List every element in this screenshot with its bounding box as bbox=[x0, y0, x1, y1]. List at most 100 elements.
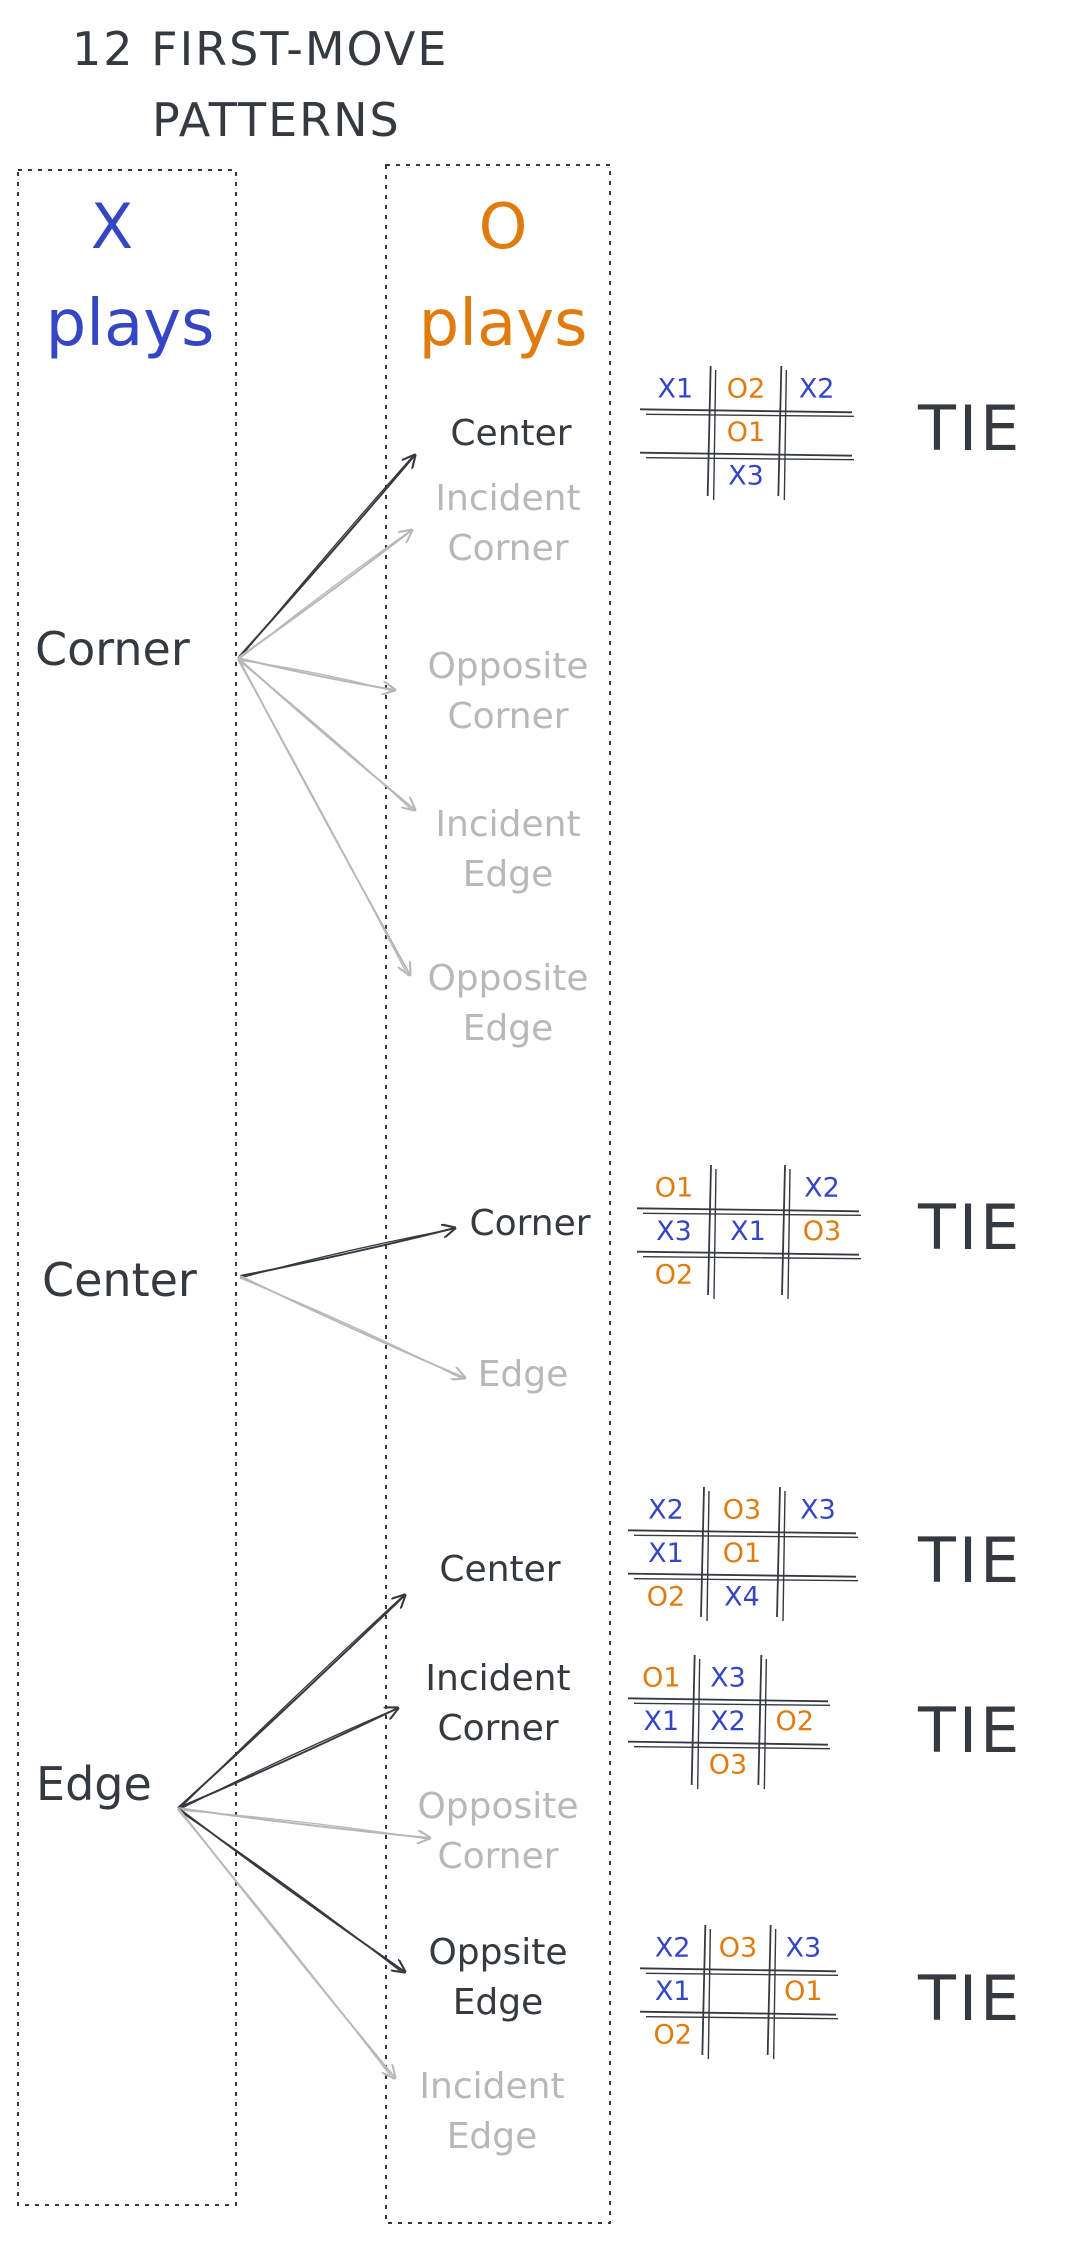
board-2-hline-2 bbox=[636, 1250, 860, 1256]
board-2: O1 X2 X3 X1 O3 O2 bbox=[636, 1164, 862, 1300]
board-2-hline-2b bbox=[642, 1255, 862, 1260]
board-1-vline-2 bbox=[777, 365, 783, 497]
board-3-vline-1b bbox=[706, 1490, 710, 1622]
board-2-cell-1: O1 bbox=[655, 1173, 693, 1204]
x-move-edge: Edge bbox=[36, 1757, 152, 1811]
board-1-vline-2b bbox=[783, 369, 788, 501]
boards-layer: X1 O2 X2 O1 X3 TIE O1 X2 X3 X1 O3 O2 TIE X2 O3 X3 X1 O1 O2… bbox=[627, 365, 1022, 2060]
board-3-hline-2 bbox=[627, 1572, 857, 1578]
board-1-hline-1 bbox=[639, 408, 853, 414]
response-corner-2-line-1: Incident bbox=[435, 478, 580, 519]
title-line-1: 12 FIRST-MOVE bbox=[72, 22, 448, 76]
board-5-hline-1 bbox=[639, 1967, 837, 1973]
response-corner-1-line-1: Center bbox=[450, 413, 571, 454]
board-5: X2 O3 X3 X1 O1 O2 bbox=[639, 1924, 839, 2060]
response-corner-3-line-1: Opposite bbox=[427, 646, 588, 687]
response-corner-2-line-2: Corner bbox=[447, 528, 568, 569]
board-3-result: TIE bbox=[917, 1524, 1022, 1597]
response-edge-2-line-2: Corner bbox=[437, 1708, 558, 1749]
board-3-hline-1b bbox=[633, 1534, 859, 1539]
arrows-layer bbox=[177, 455, 465, 2079]
board-5-cell-7: O2 bbox=[653, 2019, 691, 2050]
board-4-vline-2b bbox=[763, 1658, 768, 1790]
o-column-box bbox=[385, 164, 611, 2224]
board-2-cell-3: X2 bbox=[804, 1173, 840, 1204]
board-5-vline-1b bbox=[707, 1928, 712, 2060]
board-3-cell-8: X4 bbox=[724, 1581, 760, 1612]
board-1: X1 O2 X2 O1 X3 bbox=[639, 365, 855, 501]
board-5-hline-2 bbox=[639, 2010, 837, 2016]
board-2-cell-4: X3 bbox=[656, 1216, 692, 1247]
board-5-vline-2b bbox=[772, 1928, 777, 2060]
x-move-center: Center bbox=[42, 1253, 197, 1307]
board-1-vline-1 bbox=[706, 365, 712, 497]
response-edge-1-line-1: Center bbox=[439, 1549, 560, 1590]
board-3-cell-4: X1 bbox=[648, 1538, 684, 1569]
o-header-letter: O bbox=[479, 190, 528, 263]
board-1-hline-1b bbox=[645, 413, 855, 418]
x-header-letter: X bbox=[91, 190, 133, 263]
board-4-vline-1 bbox=[690, 1654, 696, 1786]
board-5-hline-1b bbox=[645, 1972, 839, 1977]
arrow-stroke-corner-1 bbox=[237, 455, 414, 661]
response-edge-3-line-2: Corner bbox=[437, 1836, 558, 1877]
arrow-stroke-center-2 bbox=[239, 1277, 464, 1380]
board-2-hline-1 bbox=[636, 1207, 860, 1213]
board-4-hline-1 bbox=[627, 1697, 829, 1703]
arrow-stroke-edge-1 bbox=[177, 1595, 404, 1811]
response-center-1-line-1: Corner bbox=[469, 1203, 590, 1244]
o-header-plays: plays bbox=[419, 287, 588, 361]
response-corner-4-line-2: Edge bbox=[463, 854, 554, 895]
board-3: X2 O3 X3 X1 O1 O2 X4 bbox=[627, 1486, 859, 1622]
board-4-hline-2 bbox=[627, 1740, 829, 1746]
board-5-vline-1 bbox=[701, 1924, 707, 2056]
response-center-2-line-1: Edge bbox=[478, 1354, 569, 1395]
response-edge-5-line-2: Edge bbox=[447, 2116, 538, 2157]
arrow-stroke-corner-2 bbox=[237, 530, 411, 661]
board-4-cell-4: X1 bbox=[643, 1706, 679, 1737]
response-corner-5-line-1: Opposite bbox=[427, 958, 588, 999]
arrow-stroke-edge-2 bbox=[177, 1708, 397, 1811]
board-3-hline-1 bbox=[627, 1529, 857, 1535]
board-4-vline-2 bbox=[757, 1654, 763, 1786]
board-2-vline-2b bbox=[787, 1168, 791, 1300]
board-2-result: TIE bbox=[917, 1191, 1022, 1264]
board-4-cell-5: X2 bbox=[710, 1706, 746, 1737]
board-1-cell-3: X2 bbox=[799, 374, 835, 405]
board-5-cell-4: X1 bbox=[655, 1976, 691, 2007]
board-4-vline-1b bbox=[696, 1658, 701, 1790]
board-3-hline-2b bbox=[633, 1577, 859, 1582]
x-header-plays: plays bbox=[46, 287, 215, 361]
board-3-cell-1: X2 bbox=[648, 1495, 684, 1526]
board-3-cell-7: O2 bbox=[647, 1581, 685, 1612]
board-1-result: TIE bbox=[917, 392, 1022, 465]
board-5-vline-2 bbox=[766, 1924, 772, 2056]
x-move-corner: Corner bbox=[35, 622, 190, 676]
board-5-hline-2b bbox=[645, 2015, 839, 2020]
board-3-cell-3: X3 bbox=[800, 1495, 836, 1526]
board-5-cell-1: X2 bbox=[655, 1933, 691, 1964]
board-3-vline-2 bbox=[776, 1486, 781, 1618]
board-1-hline-2b bbox=[645, 456, 855, 461]
board-1-cell-8: X3 bbox=[728, 460, 764, 491]
title-line-2: PATTERNS bbox=[152, 93, 401, 147]
board-4-hline-2b bbox=[633, 1745, 831, 1750]
board-5-result: TIE bbox=[917, 1962, 1022, 2035]
board-2-vline-2 bbox=[781, 1164, 786, 1296]
response-edge-2-line-1: Incident bbox=[425, 1658, 570, 1699]
arrow-stroke-corner-3 bbox=[237, 659, 394, 692]
board-1-cell-1: X1 bbox=[657, 374, 693, 405]
arrow-stroke-corner-4 bbox=[237, 659, 414, 812]
board-4-cell-8: O3 bbox=[709, 1749, 747, 1780]
response-corner-4-line-1: Incident bbox=[435, 804, 580, 845]
board-1-vline-1b bbox=[712, 369, 717, 501]
response-corner-3-line-2: Corner bbox=[447, 696, 568, 737]
board-2-cell-6: O3 bbox=[803, 1216, 841, 1247]
board-4-cell-1: O1 bbox=[642, 1663, 680, 1694]
board-5-cell-3: X3 bbox=[785, 1933, 821, 1964]
response-edge-4-line-2: Edge bbox=[453, 1982, 544, 2023]
board-3-cell-2: O3 bbox=[723, 1495, 761, 1526]
board-2-cell-7: O2 bbox=[655, 1259, 693, 1290]
response-corner-5-line-2: Edge bbox=[463, 1008, 554, 1049]
